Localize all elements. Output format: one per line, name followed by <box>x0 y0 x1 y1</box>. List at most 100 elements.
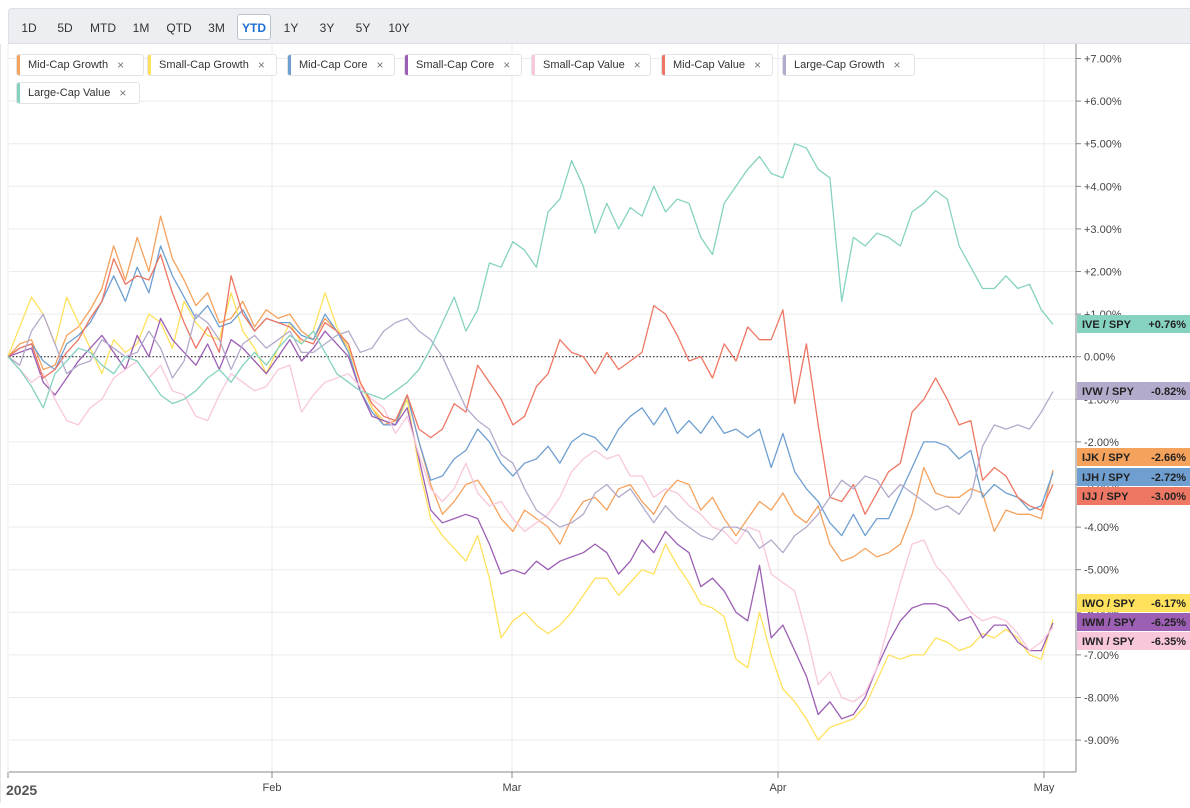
y-tick-label: -9.00% <box>1084 735 1119 747</box>
end-value-tag: IJJ / SPY -3.00% <box>1077 487 1190 505</box>
end-value-tag: IJH / SPY -2.72% <box>1077 468 1190 486</box>
series-line[interactable] <box>7 356 1054 703</box>
y-tick-label: -8.00% <box>1084 693 1119 705</box>
x-tick-label: Feb <box>263 782 282 794</box>
legend-label: Mid-Cap Value <box>673 59 745 71</box>
series-line[interactable] <box>7 317 1054 720</box>
series-line[interactable] <box>7 253 1054 515</box>
legend-chip[interactable]: Small-Cap Core × <box>404 54 522 76</box>
close-icon[interactable]: × <box>257 58 265 72</box>
y-tick-label: -7.00% <box>1084 650 1119 662</box>
legend-chip[interactable]: Mid-Cap Core × <box>287 54 395 76</box>
end-value-ticker: IVE / SPY <box>1082 319 1132 331</box>
end-value-ticker: IVW / SPY <box>1082 386 1135 398</box>
series-line[interactable] <box>7 313 1054 554</box>
axes: +7.00%+6.00%+5.00%+4.00%+3.00%+2.00%+1.0… <box>6 44 1122 798</box>
range-button-1m[interactable]: 1M <box>132 21 150 35</box>
legend-chip[interactable]: Small-Cap Growth × <box>147 54 277 76</box>
series-lines <box>7 143 1054 741</box>
end-value-ticker: IWN / SPY <box>1082 636 1135 648</box>
end-value-labels: IJK / SPY -2.66% IWO / SPY -6.17% IJH / SPY -… <box>1077 315 1190 650</box>
legend-label: Large-Cap Growth <box>794 59 885 71</box>
legend-swatch <box>17 83 20 103</box>
end-value-tag-bg <box>1077 315 1190 333</box>
legend-label: Mid-Cap Growth <box>28 59 109 71</box>
legend-chip[interactable]: Mid-Cap Value × <box>661 54 773 76</box>
series-line[interactable] <box>7 245 1054 537</box>
x-tick-label: 2025 <box>6 782 37 798</box>
line-chart: +7.00%+6.00%+5.00%+4.00%+3.00%+2.00%+1.0… <box>6 44 1190 798</box>
range-button-mtd[interactable]: MTD <box>90 21 116 35</box>
end-value-tag: IWN / SPY -6.35% <box>1077 632 1190 650</box>
series-line[interactable] <box>7 215 1054 562</box>
end-value-tag-bg <box>1077 468 1190 486</box>
legend-chip[interactable]: Large-Cap Value × <box>16 82 140 104</box>
end-value-ticker: IJK / SPY <box>1082 452 1131 464</box>
x-tick-label: Apr <box>769 782 786 794</box>
close-icon[interactable]: × <box>633 58 641 72</box>
range-button-1d[interactable]: 1D <box>21 21 37 35</box>
legend-chip[interactable]: Mid-Cap Growth × <box>16 54 144 76</box>
legend-swatch <box>405 55 408 75</box>
end-value-percent: -2.66% <box>1151 452 1186 464</box>
end-value-tag-bg <box>1077 632 1190 650</box>
end-value-tag-bg <box>1077 594 1190 612</box>
x-tick-label: Mar <box>503 782 522 794</box>
legend-label: Small-Cap Core <box>416 59 495 71</box>
y-tick-label: +5.00% <box>1084 139 1122 151</box>
x-tick-label: May <box>1034 782 1055 794</box>
end-value-percent: -6.17% <box>1151 598 1186 610</box>
close-icon[interactable]: × <box>119 86 127 100</box>
range-button-10y[interactable]: 10Y <box>388 21 410 35</box>
legend-swatch <box>783 55 786 75</box>
close-icon[interactable]: × <box>503 58 511 72</box>
end-value-tag: IWM / SPY -6.25% <box>1077 613 1190 631</box>
end-value-percent: -0.82% <box>1151 386 1186 398</box>
end-value-percent: -6.35% <box>1151 636 1186 648</box>
range-button-1y[interactable]: 1Y <box>283 21 299 35</box>
legend-chip[interactable]: Large-Cap Growth × <box>782 54 915 76</box>
end-value-percent: -2.72% <box>1151 472 1186 484</box>
end-value-tag-bg <box>1077 613 1190 631</box>
end-value-tag-bg <box>1077 382 1190 400</box>
series-line[interactable] <box>7 143 1054 409</box>
y-tick-label: +4.00% <box>1084 181 1122 193</box>
y-tick-label: +3.00% <box>1084 224 1122 236</box>
close-icon[interactable]: × <box>753 58 761 72</box>
close-icon[interactable]: × <box>117 58 125 72</box>
y-tick-label: -4.00% <box>1084 522 1119 534</box>
legend-label: Large-Cap Value <box>28 87 111 99</box>
end-value-tag: IVW / SPY -0.82% <box>1077 382 1190 400</box>
y-tick-label: +2.00% <box>1084 267 1122 279</box>
range-button-qtd[interactable]: QTD <box>166 21 192 35</box>
end-value-ticker: IWO / SPY <box>1082 598 1136 610</box>
y-tick-label: +7.00% <box>1084 54 1122 66</box>
y-tick-label: 0.00% <box>1084 352 1115 364</box>
end-value-tag-bg <box>1077 487 1190 505</box>
legend-chip[interactable]: Small-Cap Value × <box>531 54 651 76</box>
series-line[interactable] <box>7 292 1054 741</box>
y-tick-label: -2.00% <box>1084 437 1119 449</box>
end-value-tag: IVE / SPY +0.76% <box>1077 315 1190 333</box>
legend-swatch <box>532 55 535 75</box>
end-value-tag-bg <box>1077 448 1190 466</box>
y-tick-label: +6.00% <box>1084 96 1122 108</box>
legend-swatch <box>17 55 20 75</box>
range-button-3m[interactable]: 3M <box>208 21 225 35</box>
end-value-tag: IJK / SPY -2.66% <box>1077 448 1190 466</box>
date-range-toolbar: 1D 5D MTD 1M QTD 3M YTD 1Y 3Y 5Y 10Y <box>8 8 1190 44</box>
range-button-3y[interactable]: 3Y <box>319 21 335 35</box>
close-icon[interactable]: × <box>893 58 901 72</box>
chart-area: Mid-Cap Growth × Small-Cap Growth × Mid-Cap … <box>0 44 1190 803</box>
end-value-ticker: IWM / SPY <box>1082 617 1136 629</box>
legend-swatch <box>662 55 665 75</box>
range-button-ytd[interactable]: YTD <box>237 14 271 40</box>
close-icon[interactable]: × <box>376 58 384 72</box>
legend-swatch <box>148 55 151 75</box>
end-value-percent: -3.00% <box>1151 491 1186 503</box>
end-value-percent: +0.76% <box>1148 319 1186 331</box>
range-button-5y[interactable]: 5Y <box>355 21 371 35</box>
end-value-ticker: IJH / SPY <box>1082 472 1131 484</box>
legend-label: Small-Cap Value <box>543 59 625 71</box>
range-button-5d[interactable]: 5D <box>57 21 73 35</box>
